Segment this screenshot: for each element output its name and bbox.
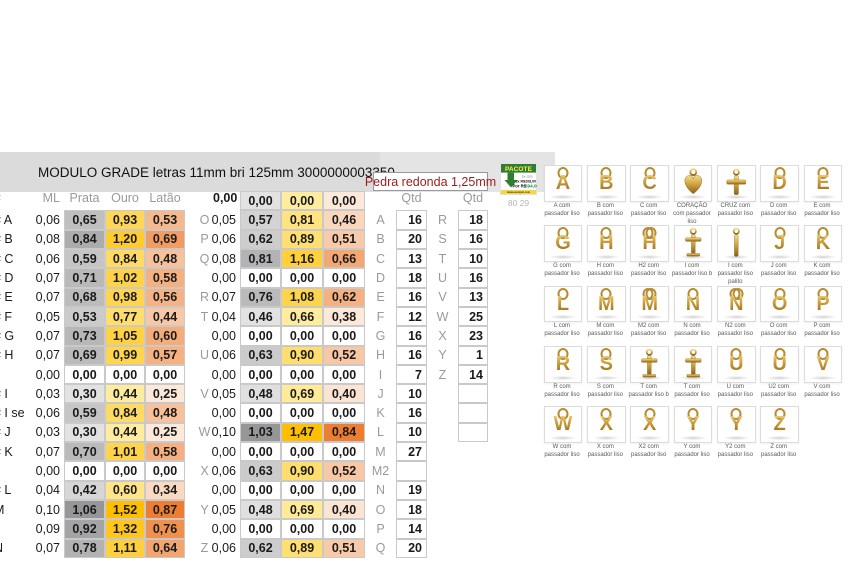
svg-text:PACOTE: PACOTE xyxy=(505,166,533,173)
svg-text:www.exemplo.com: www.exemplo.com xyxy=(507,190,531,194)
svg-text:De 2200: De 2200 xyxy=(522,175,533,179)
svg-text:594,00: 594,00 xyxy=(525,184,537,189)
